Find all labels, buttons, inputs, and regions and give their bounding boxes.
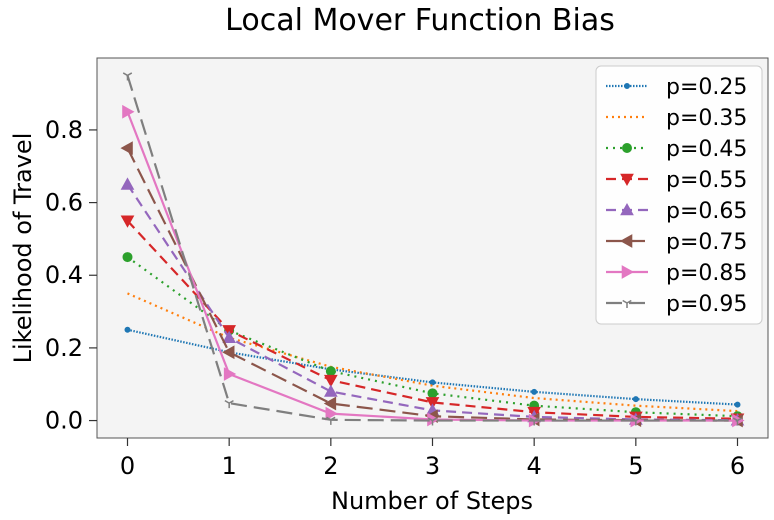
data-point bbox=[529, 417, 539, 426]
legend-label: p=0.85 bbox=[666, 261, 747, 286]
legend-item: p=0.55 bbox=[606, 168, 747, 193]
x-tick-label: 3 bbox=[425, 452, 440, 480]
legend: p=0.25 p=0.35 p=0.45 p=0.55 p=0.65 p=0.75 p=0.… bbox=[595, 65, 763, 325]
legend-marker bbox=[620, 202, 634, 216]
data-point bbox=[224, 399, 234, 409]
legend-label: p=0.35 bbox=[666, 106, 747, 131]
data-point bbox=[222, 345, 235, 360]
x-tick-label: 1 bbox=[222, 452, 237, 480]
legend-label: p=0.55 bbox=[666, 168, 747, 193]
legend-marker bbox=[622, 299, 632, 308]
legend-item: p=0.45 bbox=[606, 137, 747, 162]
data-point bbox=[632, 396, 639, 403]
legend-item: p=0.35 bbox=[606, 106, 747, 131]
legend-item: p=0.85 bbox=[606, 261, 747, 286]
data-point bbox=[223, 367, 237, 381]
y-tick-label: 0.8 bbox=[45, 116, 83, 144]
data-point bbox=[429, 379, 436, 386]
legend-box bbox=[595, 65, 763, 325]
y-tick-label: 0.2 bbox=[45, 334, 83, 362]
data-point bbox=[323, 374, 338, 388]
x-tick-label: 2 bbox=[323, 452, 338, 480]
y-axis: 0.0 0.2 0.4 0.6 0.8 bbox=[45, 116, 97, 435]
data-point bbox=[326, 416, 336, 425]
y-tick-label: 0.0 bbox=[45, 407, 83, 435]
data-point bbox=[631, 417, 641, 426]
series-p=0.95 bbox=[122, 72, 743, 426]
chart-title: Local Mover Function Bias bbox=[225, 3, 615, 38]
data-point bbox=[531, 388, 538, 395]
data-point bbox=[427, 388, 438, 399]
data-point bbox=[325, 366, 336, 377]
y-axis-title: Likelihood of Travel bbox=[9, 133, 37, 364]
x-axis-title: Number of Steps bbox=[331, 487, 533, 515]
legend-marker bbox=[622, 143, 632, 153]
legend-item: p=0.95 bbox=[606, 292, 747, 317]
data-point bbox=[325, 406, 338, 421]
legend-label: p=0.75 bbox=[666, 230, 747, 255]
data-point bbox=[732, 417, 743, 426]
y-tick-label: 0.6 bbox=[45, 189, 83, 217]
data-point bbox=[734, 401, 741, 408]
data-point bbox=[120, 177, 135, 190]
series-group bbox=[120, 72, 745, 428]
legend-label: p=0.45 bbox=[666, 137, 747, 162]
x-tick-label: 5 bbox=[628, 452, 643, 480]
legend-item: p=0.75 bbox=[606, 230, 747, 255]
data-point bbox=[122, 104, 135, 119]
data-point bbox=[120, 215, 135, 228]
data-point bbox=[323, 396, 337, 411]
x-tick-label: 0 bbox=[120, 452, 135, 480]
x-axis: 0 1 2 3 4 5 6 bbox=[120, 438, 745, 480]
data-point bbox=[120, 141, 133, 155]
data-point bbox=[124, 326, 131, 333]
data-point bbox=[323, 384, 338, 397]
legend-marker bbox=[619, 234, 633, 248]
legend-marker bbox=[621, 265, 635, 279]
data-point bbox=[425, 397, 440, 410]
data-point bbox=[222, 330, 237, 344]
data-point bbox=[122, 72, 133, 81]
legend-item: p=0.25 bbox=[606, 75, 747, 100]
data-point bbox=[427, 417, 438, 426]
legend-marker bbox=[624, 83, 630, 89]
data-point bbox=[122, 252, 133, 263]
legend-label: p=0.25 bbox=[666, 75, 747, 100]
legend-marker bbox=[620, 173, 634, 187]
legend-label: p=0.95 bbox=[666, 292, 747, 317]
x-tick-label: 6 bbox=[730, 452, 745, 480]
x-tick-label: 4 bbox=[527, 452, 542, 480]
y-tick-label: 0.4 bbox=[45, 261, 83, 289]
legend-item: p=0.65 bbox=[606, 199, 747, 224]
legend-label: p=0.65 bbox=[666, 199, 747, 224]
